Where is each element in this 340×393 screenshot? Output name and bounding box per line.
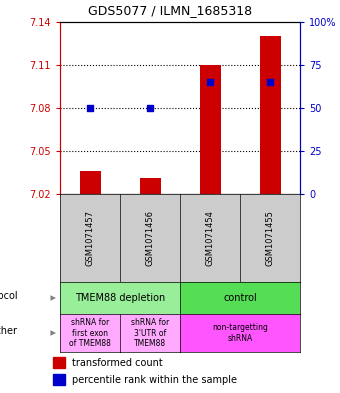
Text: shRNA for
first exon
of TMEM88: shRNA for first exon of TMEM88 (69, 318, 111, 348)
Point (147, 105, 153, 111)
Text: shRNA for
3'UTR of
TMEM88: shRNA for 3'UTR of TMEM88 (131, 318, 169, 348)
Text: control: control (223, 293, 257, 303)
Text: GDS5077 / ILMN_1685318: GDS5077 / ILMN_1685318 (88, 4, 252, 18)
Bar (259, 36, 280, 194)
Text: GSM1071457: GSM1071457 (85, 210, 95, 266)
Bar (52, 374, 65, 385)
Text: GSM1071455: GSM1071455 (266, 210, 274, 266)
Text: protocol: protocol (0, 291, 18, 301)
Bar (139, 178, 160, 194)
Text: other: other (0, 326, 18, 336)
Text: percentile rank within the sample: percentile rank within the sample (72, 375, 238, 385)
Point (87, 105, 93, 111)
Text: GSM1071456: GSM1071456 (146, 210, 154, 266)
Point (207, 79, 213, 85)
Bar (200, 65, 221, 194)
Text: TMEM88 depletion: TMEM88 depletion (75, 293, 165, 303)
Point (267, 79, 273, 85)
Text: transformed count: transformed count (72, 358, 163, 368)
Bar (80, 171, 101, 194)
Text: non-targetting
shRNA: non-targetting shRNA (212, 323, 268, 343)
Text: GSM1071454: GSM1071454 (205, 210, 215, 266)
Bar (52, 357, 65, 368)
